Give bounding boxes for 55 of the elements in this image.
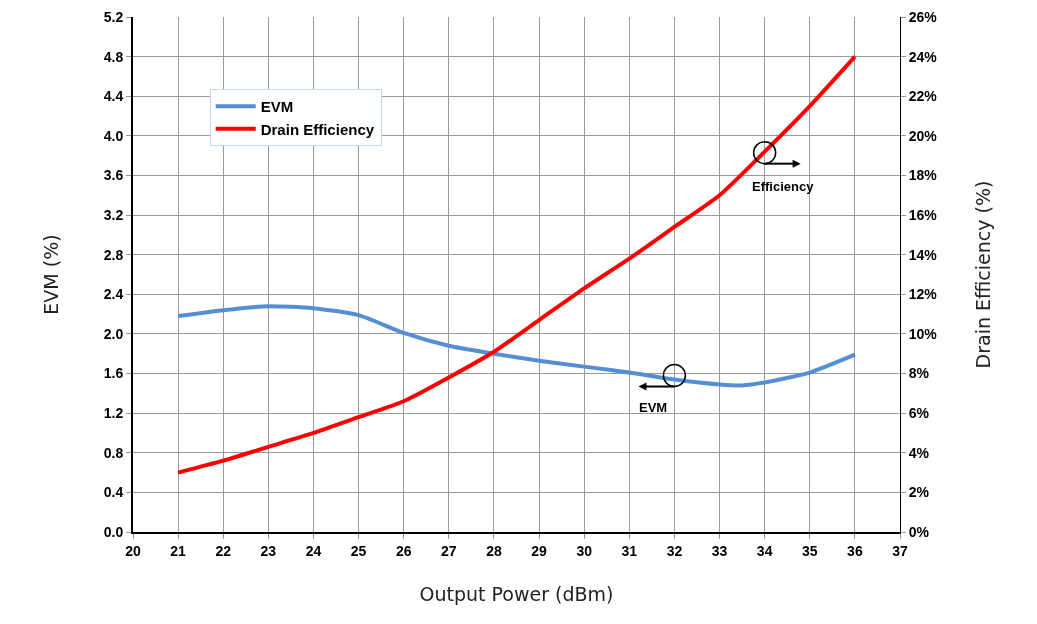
x-tick-label: 35	[801, 542, 818, 559]
y2-tick-label: 2%	[908, 484, 930, 501]
y-tick-label: 0.8	[103, 444, 124, 461]
y-tick-label: 1.2	[103, 405, 124, 422]
y2-tick-label: 8%	[908, 365, 930, 382]
legend-label: Drain Efficiency	[260, 120, 375, 138]
x-tick-label: 37	[892, 542, 908, 559]
x-tick-label: 32	[666, 542, 683, 559]
line-series	[176, 304, 857, 388]
x-tick-label: 23	[260, 542, 277, 559]
x-tick-label: 22	[215, 542, 232, 559]
y-axis-title: EVM (%)	[40, 234, 63, 315]
y2-axis-title: Drain Efficiency (%)	[972, 180, 995, 369]
x-tick-label: 29	[531, 542, 548, 559]
y2-tick-label: 16%	[908, 206, 938, 223]
x-tick-label: 26	[395, 542, 412, 559]
x-axis-title: Output Power (dBm)	[419, 583, 614, 606]
y2-tick-label: 0%	[908, 523, 930, 540]
x-tick-label: 20	[125, 542, 141, 559]
y-tick-label: 2.0	[103, 325, 124, 342]
y2-tick-label: 4%	[908, 444, 930, 461]
y-tick-label: 3.6	[103, 167, 124, 184]
y-tick-label: 4.8	[103, 48, 124, 65]
y-tick-label: 1.6	[103, 365, 124, 382]
y-tick-label: 4.0	[103, 127, 124, 144]
x-tick-label: 34	[756, 542, 773, 559]
x-tick-label: 24	[305, 542, 322, 559]
x-tick-label: 27	[441, 542, 457, 559]
annotation: Efficiency	[752, 179, 815, 194]
y2-tick-label: 12%	[908, 286, 938, 303]
x-tick-label: 30	[576, 542, 593, 559]
y2-tick-label: 10%	[908, 325, 938, 342]
line-series	[176, 54, 857, 475]
x-tick-label: 28	[486, 542, 502, 559]
y-tick-label: 3.2	[103, 206, 124, 223]
y2-tick-label: 18%	[908, 167, 938, 184]
y-tick-label: 2.4	[103, 286, 124, 303]
y2-tick-label: 24%	[908, 48, 938, 65]
y2-tick-label: 22%	[908, 88, 938, 105]
y-tick-label: 5.2	[103, 8, 124, 25]
y-tick-label: 0.4	[103, 484, 124, 501]
y2-tick-label: 26%	[908, 8, 938, 25]
y-tick-label: 4.4	[103, 88, 124, 105]
y-tick-label: 2.8	[103, 246, 124, 263]
x-tick-label: 33	[711, 542, 728, 559]
y2-tick-label: 14%	[908, 246, 938, 263]
y2-tick-label: 6%	[908, 405, 930, 422]
annotation: EVM	[639, 400, 668, 415]
x-tick-label: 25	[350, 542, 367, 559]
x-tick-label: 36	[847, 542, 863, 559]
y-tick-label: 0.0	[103, 523, 124, 540]
x-tick-label: 31	[621, 542, 638, 559]
y2-tick-label: 20%	[908, 127, 938, 144]
legend-label: EVM	[260, 98, 294, 116]
x-tick-label: 21	[170, 542, 187, 559]
